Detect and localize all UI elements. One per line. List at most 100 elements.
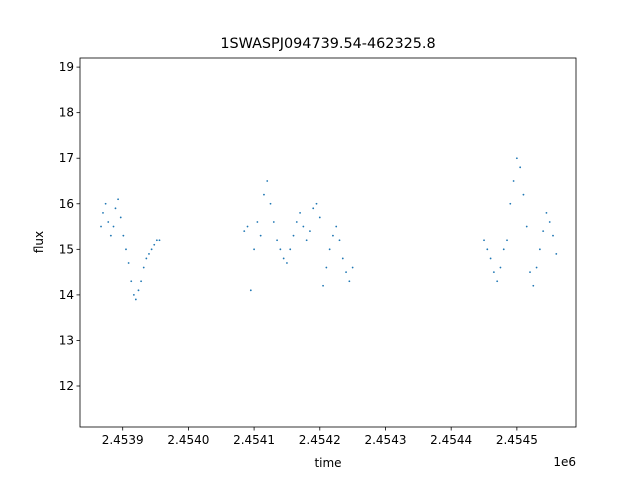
data-point	[552, 234, 554, 237]
data-point	[295, 221, 298, 223]
data-point	[548, 221, 551, 223]
data-point	[279, 248, 282, 251]
data-point	[305, 239, 308, 242]
data-point	[299, 211, 301, 214]
data-point	[276, 239, 278, 242]
data-point	[522, 193, 525, 196]
data-point	[322, 284, 324, 287]
x-axis-ticks: 2.4539 2.4540 2.4541 2.4542 2.4543 2.4544 2.45…	[102, 427, 538, 447]
data-point	[492, 271, 495, 274]
data-point	[529, 271, 531, 274]
y-tick-label: 19	[59, 60, 74, 74]
data-point	[253, 248, 255, 251]
data-point	[348, 280, 351, 283]
data-point	[545, 211, 548, 214]
data-point	[246, 225, 249, 228]
data-point	[509, 202, 512, 205]
data-point	[109, 234, 112, 237]
data-point	[104, 202, 107, 205]
y-tick-label: 17	[59, 151, 74, 165]
data-point	[486, 248, 489, 251]
data-point	[112, 225, 115, 228]
data-points	[100, 157, 558, 301]
data-point	[263, 193, 265, 196]
data-point	[351, 266, 354, 269]
data-point	[555, 252, 558, 255]
y-tick-label: 13	[59, 333, 74, 347]
data-point	[315, 202, 318, 205]
data-point	[155, 239, 158, 242]
data-point	[302, 225, 305, 228]
y-tick-label: 15	[59, 242, 74, 256]
data-point	[318, 216, 321, 219]
data-point	[538, 248, 541, 251]
data-point	[114, 207, 117, 210]
data-point	[269, 202, 272, 205]
data-point	[117, 198, 119, 201]
data-point	[328, 248, 331, 251]
data-point	[335, 225, 338, 228]
y-tick-label: 12	[59, 379, 74, 393]
y-tick-label: 16	[59, 197, 74, 211]
data-point	[519, 166, 522, 169]
data-point	[272, 221, 275, 223]
data-point	[535, 266, 538, 269]
data-point	[122, 234, 125, 237]
data-point	[145, 257, 148, 260]
data-point	[496, 280, 499, 283]
data-point	[345, 271, 347, 274]
data-point	[142, 266, 145, 269]
data-point	[266, 180, 269, 182]
data-point	[312, 207, 315, 210]
data-point	[483, 239, 485, 242]
data-point	[325, 266, 328, 269]
y-axis-label: flux	[32, 231, 46, 253]
y-tick-label: 14	[59, 288, 74, 302]
data-point	[140, 280, 143, 283]
x-tick-label: 2.4542	[299, 433, 341, 447]
data-point	[282, 257, 285, 260]
data-point	[132, 293, 135, 296]
data-point	[506, 239, 508, 242]
data-point	[289, 248, 292, 251]
data-point	[309, 230, 311, 233]
x-tick-label: 2.4545	[496, 433, 538, 447]
data-point	[130, 280, 133, 283]
data-point	[158, 239, 161, 242]
x-tick-label: 2.4543	[364, 433, 406, 447]
data-point	[134, 298, 137, 301]
x-tick-label: 2.4539	[102, 433, 144, 447]
data-point	[512, 180, 515, 182]
plot-area	[79, 57, 577, 428]
data-point	[542, 230, 545, 233]
y-tick-label: 18	[59, 106, 74, 120]
data-point	[341, 257, 344, 260]
x-axis-offset-label: 1e6	[553, 455, 576, 469]
data-point	[259, 234, 262, 237]
data-point	[502, 248, 505, 251]
data-point	[102, 211, 104, 214]
data-point	[107, 221, 110, 223]
data-point	[127, 262, 130, 264]
x-tick-label: 2.4544	[430, 433, 472, 447]
data-point	[532, 284, 535, 287]
data-point	[100, 225, 102, 228]
data-point	[515, 157, 518, 160]
data-point	[499, 266, 502, 269]
data-point	[153, 243, 156, 246]
x-tick-label: 2.4541	[233, 433, 275, 447]
x-tick-label: 2.4540	[167, 433, 209, 447]
data-point	[286, 262, 288, 264]
data-point	[249, 289, 252, 292]
data-point	[125, 248, 127, 251]
data-point	[489, 257, 492, 260]
data-point	[137, 289, 140, 292]
data-point	[256, 221, 259, 223]
data-point	[525, 225, 528, 228]
chart-title: 1SWASPJ094739.54-462325.8	[220, 36, 435, 52]
y-axis-ticks: 12 13 14 15 16 17 18 19	[59, 60, 80, 393]
data-point	[150, 248, 153, 251]
data-point	[119, 216, 122, 219]
x-axis-label: time	[314, 456, 341, 470]
data-point	[292, 234, 295, 237]
